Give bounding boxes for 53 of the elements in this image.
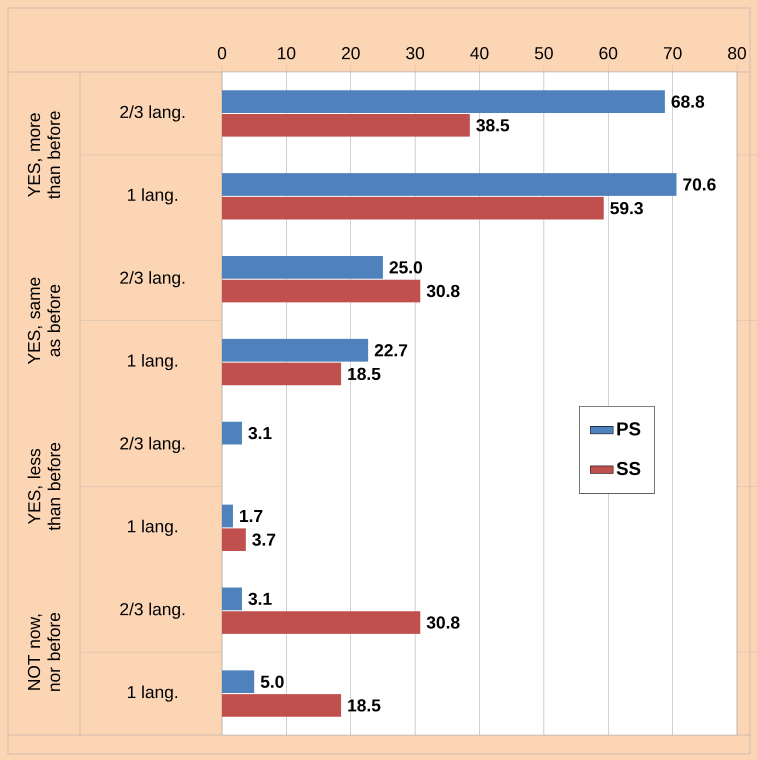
bar [222,90,665,113]
text: NOT now, nor before [28,612,60,691]
legend-label: SS [616,462,640,476]
y-tick-label: 1 lang. [128,188,178,204]
bar [222,196,604,220]
bar [222,670,254,694]
x-tick-label: 30 [406,47,424,60]
data-label: 30.8 [426,616,460,629]
x-tick-label: 40 [470,47,488,60]
bar [222,114,470,137]
x-tick-label: 80 [728,47,746,60]
data-label: 70.6 [683,178,716,191]
data-label: 3.1 [248,592,272,605]
data-label: 5.0 [260,676,284,688]
x-tick-label: 10 [278,47,296,60]
bar [222,362,342,386]
y-tick-label: 1 lang. [128,354,178,370]
bar [222,338,368,362]
bar [222,504,233,528]
x-tick-label: 60 [599,47,618,60]
data-label: 59.3 [610,202,643,214]
data-label: 18.5 [348,368,380,380]
y-tick-label: 1 lang. [128,520,178,536]
y-tick-label: 1 lang. [128,685,178,702]
data-label: 38.5 [476,119,510,132]
data-label: 3.1 [248,426,272,440]
data-label: 3.7 [252,534,276,546]
bar [222,694,342,717]
data-label: 18.5 [348,699,380,712]
y-tick-label: 2/3 lang. [120,436,184,454]
bar [222,256,383,279]
x-tick-label: 70 [664,47,682,60]
bar [222,611,420,634]
data-label: 68.8 [672,95,704,108]
y-tick-label: 2/3 lang. [120,602,184,619]
bar [222,173,676,196]
x-tick-label: 20 [342,47,360,60]
x-tick-label: 0 [218,47,226,60]
bar [222,528,246,551]
data-label: 25.0 [390,261,422,274]
bar [222,588,242,610]
data-label: 22.7 [374,344,408,356]
text: YES, more than before [28,111,60,199]
y-tick-label: 2/3 lang. [120,105,184,122]
text: YES, less than before [28,442,60,530]
x-tick-label: 50 [534,47,553,60]
bar [222,280,420,302]
y-tick-label: 2/3 lang. [120,271,184,288]
bar [222,422,242,444]
text: YES, same as before [28,278,60,364]
legend-label: PS [617,422,640,436]
data-label: 30.8 [426,284,460,298]
data-label: 1.7 [240,510,262,522]
